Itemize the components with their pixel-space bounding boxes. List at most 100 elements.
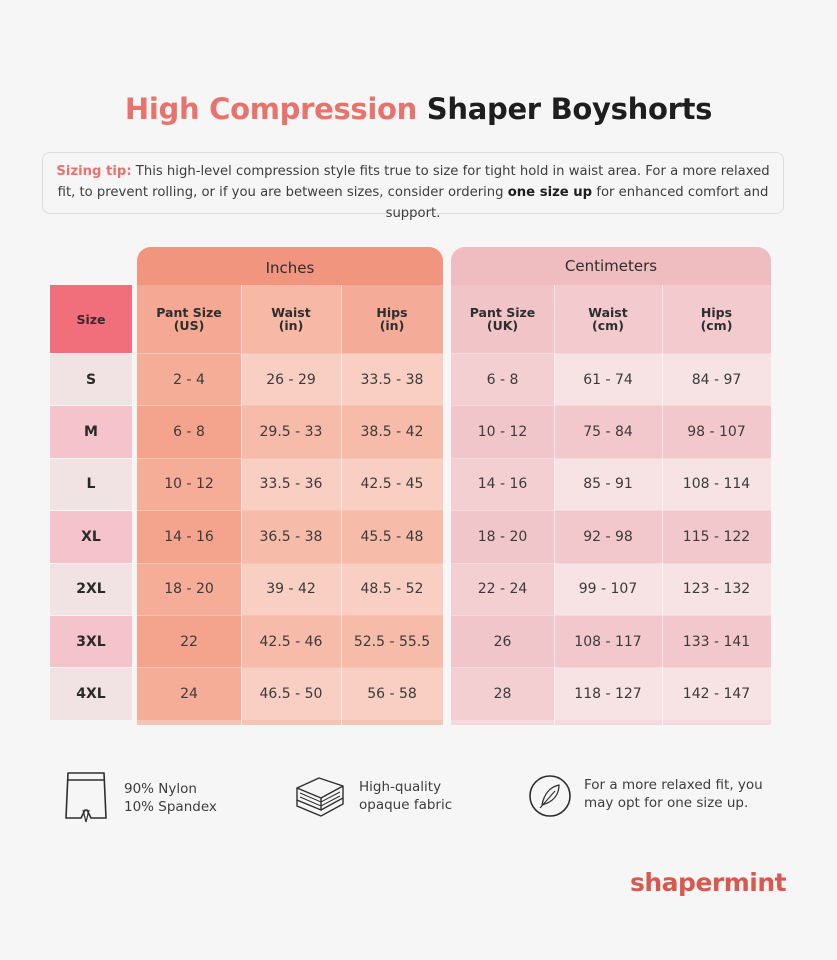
size-label-cell: XL <box>50 511 132 563</box>
size-label-cell: M <box>50 406 132 458</box>
feature-line: High-quality <box>359 779 442 795</box>
column-header: Waist (in) <box>241 285 341 353</box>
table-cell: 29.5 - 33 <box>241 406 341 458</box>
table-cell: 99 - 107 <box>554 563 662 615</box>
table-cell: 75 - 84 <box>554 406 662 458</box>
size-label-cell: S <box>50 354 132 406</box>
table-cell: 33.5 - 38 <box>341 354 443 406</box>
column-header-line: (in) <box>379 318 405 333</box>
size-label-cell: L <box>50 458 132 511</box>
table-cell: 42.5 - 46 <box>241 616 341 668</box>
column-header: Pant Size (UK) <box>451 285 554 353</box>
table-cell: 22 <box>137 616 241 668</box>
sizing-tip-emphasis: one size up <box>507 185 593 200</box>
column-header-line: Waist <box>588 305 628 320</box>
column-header-label: Hips (in) <box>376 306 407 332</box>
table-cell: 10 - 12 <box>451 406 554 458</box>
table-cell: 22 - 24 <box>451 563 554 615</box>
table-cell: 18 - 20 <box>451 511 554 563</box>
table-cell: 48.5 - 52 <box>341 563 443 615</box>
table-cell: 14 - 16 <box>451 458 554 511</box>
table-cell: 6 - 8 <box>451 354 554 406</box>
table-cell: 10 - 12 <box>137 458 241 511</box>
feature-line: 90% Nylon <box>124 781 197 797</box>
column-header: Hips (cm) <box>662 285 771 353</box>
sizing-tip-text: This high-level compression style fits t… <box>57 164 770 200</box>
size-label-cell: 4XL <box>50 668 132 720</box>
table-cell: 42.5 - 45 <box>341 458 443 511</box>
table-cell: 115 - 122 <box>662 511 771 563</box>
feature-line: 10% Spandex <box>124 799 217 815</box>
boyshort-icon <box>65 772 107 823</box>
column-divider <box>662 285 663 725</box>
column-header: Waist (cm) <box>554 285 662 353</box>
table-cell: 24 <box>137 668 241 720</box>
column-header-line: (in) <box>278 318 304 333</box>
column-header-label: Pant Size (US) <box>156 306 222 332</box>
column-divider <box>554 285 555 725</box>
size-label-cell: 2XL <box>50 563 132 615</box>
table-cell: 26 <box>451 616 554 668</box>
feature-fit: For a more relaxed fit, you may opt for … <box>528 770 763 820</box>
table-cell: 84 - 97 <box>662 354 771 406</box>
feature-line: may opt for one size up. <box>584 795 749 811</box>
table-cell: 85 - 91 <box>554 458 662 511</box>
table-cell: 118 - 127 <box>554 668 662 720</box>
column-header-line: Pant Size <box>469 305 536 320</box>
column-header-line: (cm) <box>592 318 624 333</box>
feature-fit-text: For a more relaxed fit, you may opt for … <box>584 776 763 812</box>
column-header-line: (cm) <box>700 318 733 333</box>
table-cell: 98 - 107 <box>662 406 771 458</box>
table-cell: 56 - 58 <box>341 668 443 720</box>
feature-line: opaque fabric <box>359 797 453 813</box>
feature-material-text: 90% Nylon 10% Spandex <box>124 780 217 816</box>
table-cell: 6 - 8 <box>137 406 241 458</box>
table-cell: 38.5 - 42 <box>341 406 443 458</box>
table-cell: 26 - 29 <box>241 354 341 406</box>
shapermint-logo: shapermint <box>630 868 787 897</box>
column-header-line: (US) <box>173 318 205 333</box>
table-cell: 45.5 - 48 <box>341 511 443 563</box>
table-cell: 14 - 16 <box>137 511 241 563</box>
column-header-label: Pant Size (UK) <box>470 306 536 332</box>
feature-line: For a more relaxed fit, you <box>584 777 763 793</box>
sizing-tip-box: Sizing tip: This high-level compression … <box>42 152 784 221</box>
feature-material: 90% Nylon 10% Spandex <box>60 770 217 830</box>
size-label-cell: 3XL <box>50 616 132 668</box>
table-cell: 2 - 4 <box>137 354 241 406</box>
column-header-line: (UK) <box>486 318 519 333</box>
feature-fabric-text: High-quality opaque fabric <box>359 778 452 814</box>
table-cell: 18 - 20 <box>137 563 241 615</box>
table-cell: 61 - 74 <box>554 354 662 406</box>
column-header: Pant Size (US) <box>137 285 241 353</box>
table-cell: 39 - 42 <box>241 563 341 615</box>
column-divider <box>341 285 342 725</box>
column-header-label: Waist (cm) <box>588 306 627 332</box>
column-divider <box>241 285 242 725</box>
table-cell: 36.5 - 38 <box>241 511 341 563</box>
feature-fabric: High-quality opaque fabric <box>293 770 452 820</box>
centimeters-group-header: Centimeters <box>451 247 771 285</box>
table-cell: 33.5 - 36 <box>241 458 341 511</box>
column-header: Hips (in) <box>341 285 443 353</box>
column-header-line: Pant Size <box>156 305 222 320</box>
table-cell: 46.5 - 50 <box>241 668 341 720</box>
column-header: Size <box>50 285 132 353</box>
title-accent: High Compression <box>124 92 417 126</box>
title-rest: Shaper Boyshorts <box>426 92 713 126</box>
table-cell: 52.5 - 55.5 <box>341 616 443 668</box>
table-cell: 142 - 147 <box>662 668 771 720</box>
column-header-label: Waist (in) <box>271 306 310 332</box>
inches-group-header: Inches <box>137 247 443 285</box>
table-cell: 28 <box>451 668 554 720</box>
sizing-tip-label: Sizing tip: <box>56 164 132 179</box>
page-title: High Compression Shaper Boyshorts <box>0 92 837 126</box>
column-header-line: Hips <box>700 305 733 320</box>
table-cell: 108 - 117 <box>554 616 662 668</box>
column-header-line: Waist <box>271 305 311 320</box>
table-cell: 92 - 98 <box>554 511 662 563</box>
column-header-label: Size <box>76 311 106 327</box>
fabric-layers-icon <box>296 777 344 817</box>
table-cell: 108 - 114 <box>662 458 771 511</box>
table-cell: 123 - 132 <box>662 563 771 615</box>
